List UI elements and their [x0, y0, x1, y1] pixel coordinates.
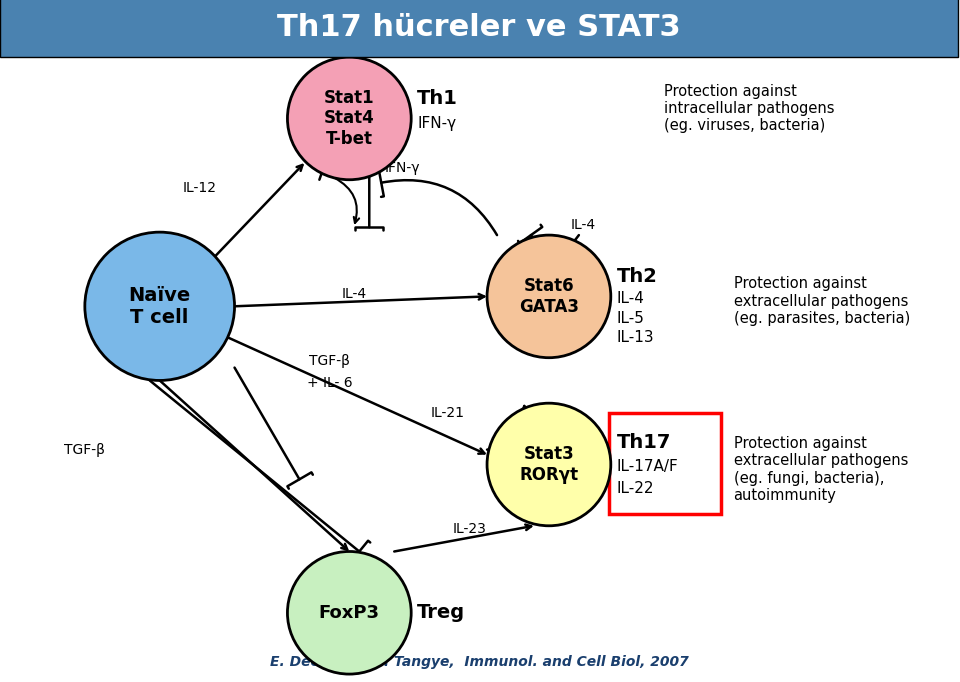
Text: IL-4: IL-4: [342, 287, 367, 301]
Text: IFN-γ: IFN-γ: [384, 161, 420, 175]
Text: Protection against
extracellular pathogens
(eg. fungi, bacteria),
autoimmunity: Protection against extracellular pathoge…: [733, 436, 908, 503]
Text: TGF-β: TGF-β: [309, 354, 349, 368]
Text: FoxP3: FoxP3: [319, 604, 380, 622]
Text: IL-4: IL-4: [571, 218, 596, 232]
Text: Protection against
intracellular pathogens
(eg. viruses, bacteria): Protection against intracellular pathoge…: [663, 84, 834, 134]
Text: IL-5: IL-5: [616, 311, 645, 325]
Text: Stat3
RORγt: Stat3 RORγt: [519, 445, 579, 484]
Text: IL-23: IL-23: [452, 522, 486, 536]
Text: Th17 hücreler ve STAT3: Th17 hücreler ve STAT3: [277, 13, 681, 42]
Text: Stat1
Stat4
T-bet: Stat1 Stat4 T-bet: [324, 89, 374, 148]
Text: IL-13: IL-13: [616, 331, 655, 345]
Text: IL-22: IL-22: [616, 481, 655, 496]
Text: IL-4: IL-4: [616, 291, 645, 306]
Circle shape: [487, 403, 611, 526]
Text: E. Deenick & S. Tangye,  Immunol. and Cell Biol, 2007: E. Deenick & S. Tangye, Immunol. and Cel…: [270, 655, 688, 669]
Text: Treg: Treg: [418, 604, 466, 622]
Text: + IL- 6: + IL- 6: [306, 376, 352, 390]
Text: IL-21: IL-21: [430, 406, 464, 420]
Text: Stat6
GATA3: Stat6 GATA3: [519, 277, 579, 316]
Text: Th1: Th1: [418, 89, 458, 108]
Text: Protection against
extracellular pathogens
(eg. parasites, bacteria): Protection against extracellular pathoge…: [733, 276, 910, 326]
Circle shape: [84, 232, 234, 381]
Text: Naïve
T cell: Naïve T cell: [129, 286, 191, 327]
Text: IFN-γ: IFN-γ: [418, 116, 456, 131]
Circle shape: [487, 235, 611, 357]
Text: TGF-β: TGF-β: [64, 443, 106, 457]
Circle shape: [287, 552, 411, 674]
Text: IFN-γ: IFN-γ: [351, 155, 387, 169]
FancyBboxPatch shape: [609, 413, 721, 514]
Text: IL-17A/F: IL-17A/F: [616, 459, 679, 474]
Text: IL-12: IL-12: [182, 181, 217, 194]
Circle shape: [287, 57, 411, 180]
Text: Th2: Th2: [616, 267, 658, 286]
FancyBboxPatch shape: [0, 0, 958, 57]
Text: Th17: Th17: [616, 433, 671, 452]
